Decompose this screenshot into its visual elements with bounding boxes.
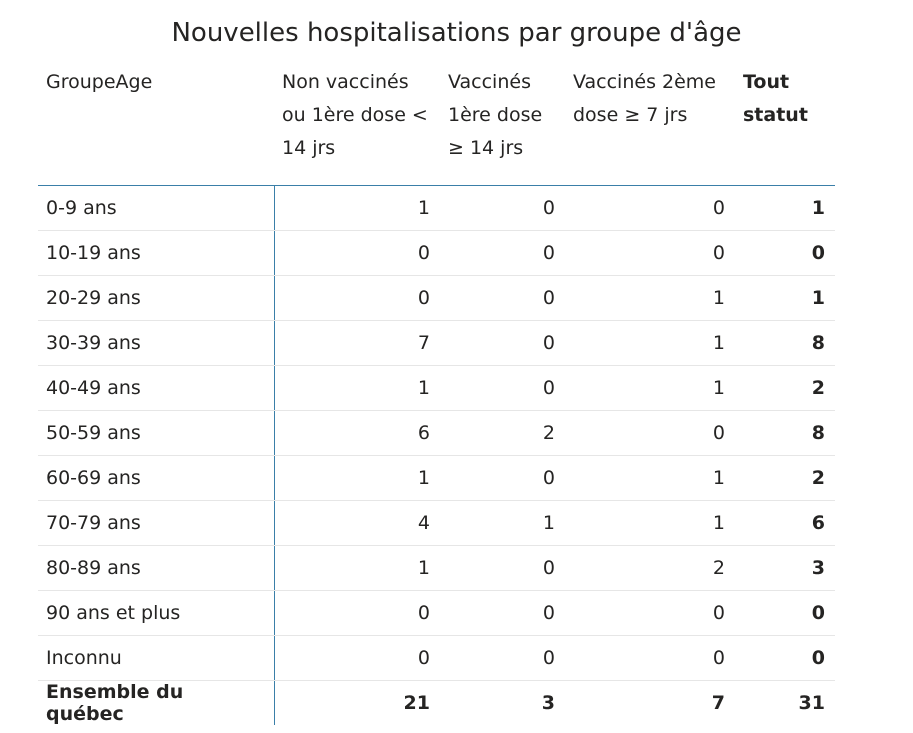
table-body: 0-9 ans 1 0 0 1 10-19 ans 0 0 0 0 20-29 ans 0 0 1 1 30-… — [38, 185, 835, 725]
cell-value: 0 — [735, 230, 835, 276]
cell-value: 0 — [565, 185, 735, 231]
cell-value: 1 — [565, 455, 735, 501]
cell-value: 2 — [565, 545, 735, 591]
cell-value: 8 — [735, 410, 835, 456]
table-row: Inconnu 0 0 0 0 — [38, 635, 835, 681]
cell-value: 0 — [274, 590, 440, 636]
total-row: Ensemble du québec 21 3 7 31 — [38, 680, 835, 725]
table-title: Nouvelles hospitalisations par groupe d'… — [171, 18, 742, 48]
row-label: 70-79 ans — [38, 500, 275, 546]
table-row: 10-19 ans 0 0 0 0 — [38, 230, 835, 276]
cell-value: 6 — [735, 500, 835, 546]
cell-value: 1 — [735, 275, 835, 321]
table-row: 70-79 ans 4 1 1 6 — [38, 500, 835, 546]
table-row: 0-9 ans 1 0 0 1 — [38, 185, 835, 231]
table-row: 50-59 ans 6 2 0 8 — [38, 410, 835, 456]
table-row: 60-69 ans 1 0 1 2 — [38, 455, 835, 501]
column-header: Non vaccinés ou 1ère dose < 14 jrs — [274, 62, 440, 186]
row-label: 40-49 ans — [38, 365, 275, 411]
cell-value: 0 — [440, 275, 565, 321]
row-label: 20-29 ans — [38, 275, 275, 321]
cell-value: 0 — [274, 275, 440, 321]
table-row: 40-49 ans 1 0 1 2 — [38, 365, 835, 411]
cell-value: 2 — [735, 455, 835, 501]
cell-value: 1 — [565, 500, 735, 546]
row-label: 50-59 ans — [38, 410, 275, 456]
cell-value: 0 — [565, 230, 735, 276]
cell-value: 7 — [711, 692, 725, 714]
cell-value: 1 — [735, 185, 835, 231]
cell-value: 0 — [735, 635, 835, 681]
header-row: GroupeAge Non vaccinés ou 1ère dose < 14 … — [38, 62, 835, 186]
cell-value: 0 — [440, 185, 565, 231]
column-header: Vaccinés 1ère dose ≥ 14 jrs — [440, 62, 565, 186]
cell-value: 31 — [798, 692, 825, 714]
cell-value: 7 — [274, 320, 440, 366]
row-label: 30-39 ans — [38, 320, 275, 366]
cell-value: 4 — [274, 500, 440, 546]
row-label: Ensemble du québec — [38, 680, 275, 725]
data-table: GroupeAge Non vaccinés ou 1ère dose < 14 … — [38, 62, 835, 725]
cell-value: 3 — [541, 692, 555, 714]
column-header: Tout statut — [735, 62, 835, 186]
cell-value: 0 — [440, 545, 565, 591]
cell-value: 1 — [274, 365, 440, 411]
cell-value: 1 — [274, 185, 440, 231]
cell-value: 21 — [403, 692, 430, 714]
cell-value: 0 — [565, 410, 735, 456]
cell-value: 0 — [565, 635, 735, 681]
cell-value: 1 — [565, 275, 735, 321]
cell-value: 3 — [735, 545, 835, 591]
cell-value: 0 — [440, 635, 565, 681]
row-label: 90 ans et plus — [38, 590, 275, 636]
cell-value: 0 — [440, 590, 565, 636]
row-label: 60-69 ans — [38, 455, 275, 501]
cell-value: 0 — [735, 590, 835, 636]
cell-value: 2 — [440, 410, 565, 456]
cell-value: 0 — [440, 365, 565, 411]
table-row: 80-89 ans 1 0 2 3 — [38, 545, 835, 591]
cell-value: 2 — [735, 365, 835, 411]
cell-value: 0 — [440, 320, 565, 366]
table-row: 90 ans et plus 0 0 0 0 — [38, 590, 835, 636]
table-row: 20-29 ans 0 0 1 1 — [38, 275, 835, 321]
row-label: Inconnu — [38, 635, 275, 681]
row-label: 0-9 ans — [38, 185, 275, 231]
column-header: GroupeAge — [38, 62, 274, 186]
cell-value: 1 — [440, 500, 565, 546]
cell-value: 1 — [274, 455, 440, 501]
cell-value: 1 — [565, 365, 735, 411]
cell-value: 0 — [274, 230, 440, 276]
cell-value: 0 — [565, 590, 735, 636]
cell-value: 0 — [440, 455, 565, 501]
cell-value: 0 — [274, 635, 440, 681]
cell-value: 6 — [274, 410, 440, 456]
cell-value: 1 — [274, 545, 440, 591]
row-label: 10-19 ans — [38, 230, 275, 276]
cell-value: 8 — [735, 320, 835, 366]
column-header: Vaccinés 2ème dose ≥ 7 jrs — [565, 62, 735, 186]
table-row: 30-39 ans 7 0 1 8 — [38, 320, 835, 366]
cell-value: 1 — [565, 320, 735, 366]
cell-value: 0 — [440, 230, 565, 276]
row-label: 80-89 ans — [38, 545, 275, 591]
